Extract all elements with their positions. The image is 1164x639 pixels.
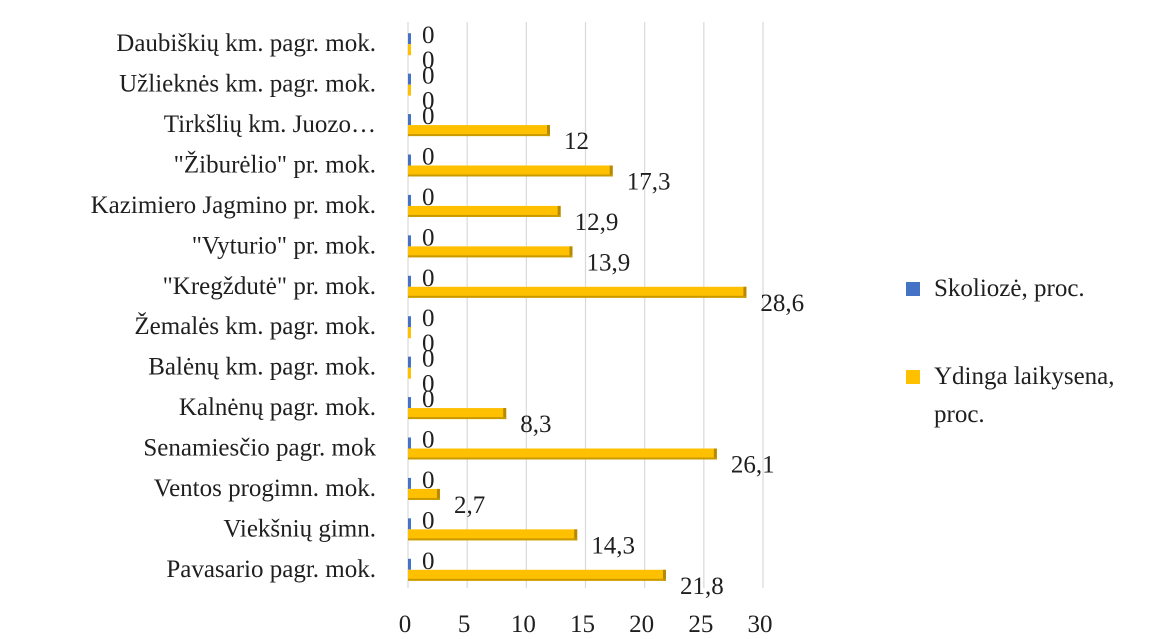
x-tick-label: 5 (458, 611, 471, 638)
category-label: Pavasario pagr. mok. (166, 556, 376, 583)
bar-skolioze (408, 356, 411, 368)
bar-skolioze (408, 316, 411, 328)
category-label: Viekšnių gimn. (223, 515, 376, 542)
category-label: "Žiburėlio" pr. mok. (174, 151, 376, 179)
legend-label: proc. (934, 401, 985, 428)
data-label-ydinga-laikysena: 0 (422, 371, 435, 398)
bars (408, 33, 747, 581)
data-label-ydinga-laikysena: 13,9 (586, 249, 630, 276)
data-label-ydinga-laikysena: 12 (564, 128, 589, 155)
legend-swatch (906, 370, 920, 384)
legend-label: Skoliozė, proc. (934, 275, 1085, 302)
category-label: Daubiškių km. pagr. mok. (116, 30, 376, 57)
category-label: Tirkšlių km. Juozo… (164, 111, 376, 138)
x-tick-label: 25 (688, 611, 713, 638)
bar-skolioze (408, 235, 411, 247)
gridlines (407, 22, 764, 588)
category-label: Užlieknės km. pagr. mok. (119, 71, 376, 98)
data-label-ydinga-laikysena: 28,6 (760, 290, 804, 317)
data-label-skolioze: 0 (422, 265, 435, 292)
data-label-ydinga-laikysena: 2,7 (454, 492, 485, 519)
data-label-skolioze: 0 (422, 144, 435, 171)
category-label: Senamiesčio pagr. mok (143, 435, 376, 462)
category-labels: Pavasario pagr. mok. Viekšnių gimn. Ventos… (91, 30, 377, 583)
legend-swatch (906, 282, 920, 296)
category-label: "Kregždutė" pr. mok. (163, 273, 376, 300)
x-tick-labels: 0 5 10 15 20 25 30 (399, 611, 773, 638)
data-label-ydinga-laikysena: 0 (422, 88, 435, 115)
bar-ydinga-laikysena (408, 246, 573, 258)
data-label-ydinga-laikysena: 21,8 (680, 573, 724, 600)
bar-ydinga-laikysena (408, 569, 666, 581)
category-label: Žemalės km. pagr. mok. (134, 312, 376, 340)
legend-label: Ydinga laikysena, (934, 363, 1115, 390)
data-label-skolioze: 0 (422, 63, 435, 90)
bar-skolioze (408, 397, 411, 409)
data-label-skolioze: 0 (422, 427, 435, 454)
data-label-skolioze: 0 (422, 507, 435, 534)
data-label-skolioze: 0 (422, 548, 435, 575)
bar-skolioze (408, 518, 411, 530)
data-label-ydinga-laikysena: 8,3 (520, 411, 551, 438)
bar-ydinga-laikysena (408, 125, 550, 137)
category-label: Kalnėnų pagr. mok. (179, 394, 376, 421)
data-label-skolioze: 0 (422, 467, 435, 494)
x-tick-label: 15 (570, 611, 595, 638)
category-label: Balėnų km. pagr. mok. (148, 354, 376, 381)
x-tick-label: 0 (399, 611, 412, 638)
x-tick-label: 20 (629, 611, 654, 638)
data-label-skolioze: 0 (422, 22, 435, 49)
data-label-ydinga-laikysena: 0 (422, 47, 435, 74)
data-label-skolioze: 0 (422, 346, 435, 373)
bar-ydinga-laikysena (408, 367, 411, 379)
data-label-ydinga-laikysena: 26,1 (731, 452, 775, 479)
category-label: Ventos progimn. mok. (154, 475, 376, 502)
x-tick-label: 30 (748, 611, 773, 638)
bar-ydinga-laikysena (408, 84, 411, 96)
bar-ydinga-laikysena (408, 327, 411, 339)
data-labels: 021,8014,302,7026,108,30000028,6013,9012… (422, 22, 804, 600)
x-tick-label: 10 (511, 611, 536, 638)
data-label-ydinga-laikysena: 12,9 (575, 209, 619, 236)
data-label-ydinga-laikysena: 0 (422, 330, 435, 357)
bar-ydinga-laikysena (408, 488, 440, 500)
data-label-ydinga-laikysena: 14,3 (591, 532, 635, 559)
data-label-skolioze: 0 (422, 224, 435, 251)
data-label-skolioze: 0 (422, 386, 435, 413)
legend-item: Skoliozė, proc. (906, 275, 1085, 302)
data-label-skolioze: 0 (422, 305, 435, 332)
bar-skolioze (408, 194, 411, 206)
bar-skolioze (408, 477, 411, 489)
category-label: Kazimiero Jagmino pr. mok. (91, 192, 376, 219)
bar-ydinga-laikysena (408, 165, 613, 177)
bar-ydinga-laikysena (408, 205, 561, 217)
bar-ydinga-laikysena (408, 529, 578, 541)
bar-skolioze (408, 275, 411, 287)
legend-item: Ydinga laikysena, proc. (906, 363, 1115, 428)
data-label-skolioze: 0 (422, 103, 435, 130)
bar-ydinga-laikysena (408, 286, 747, 298)
bar-ydinga-laikysena (408, 44, 411, 56)
bar-skolioze (408, 73, 411, 85)
bar-ydinga-laikysena (408, 408, 507, 420)
bar-skolioze (408, 154, 411, 166)
bar-skolioze (408, 437, 411, 449)
bar-skolioze (408, 114, 411, 126)
legend: Skoliozė, proc. Ydinga laikysena, proc. (906, 275, 1115, 428)
bar-ydinga-laikysena (408, 448, 717, 460)
data-label-ydinga-laikysena: 17,3 (627, 169, 671, 196)
data-label-skolioze: 0 (422, 184, 435, 211)
bar-skolioze (408, 558, 411, 570)
category-label: "Vyturio" pr. mok. (192, 232, 376, 259)
bar-skolioze (408, 33, 411, 45)
